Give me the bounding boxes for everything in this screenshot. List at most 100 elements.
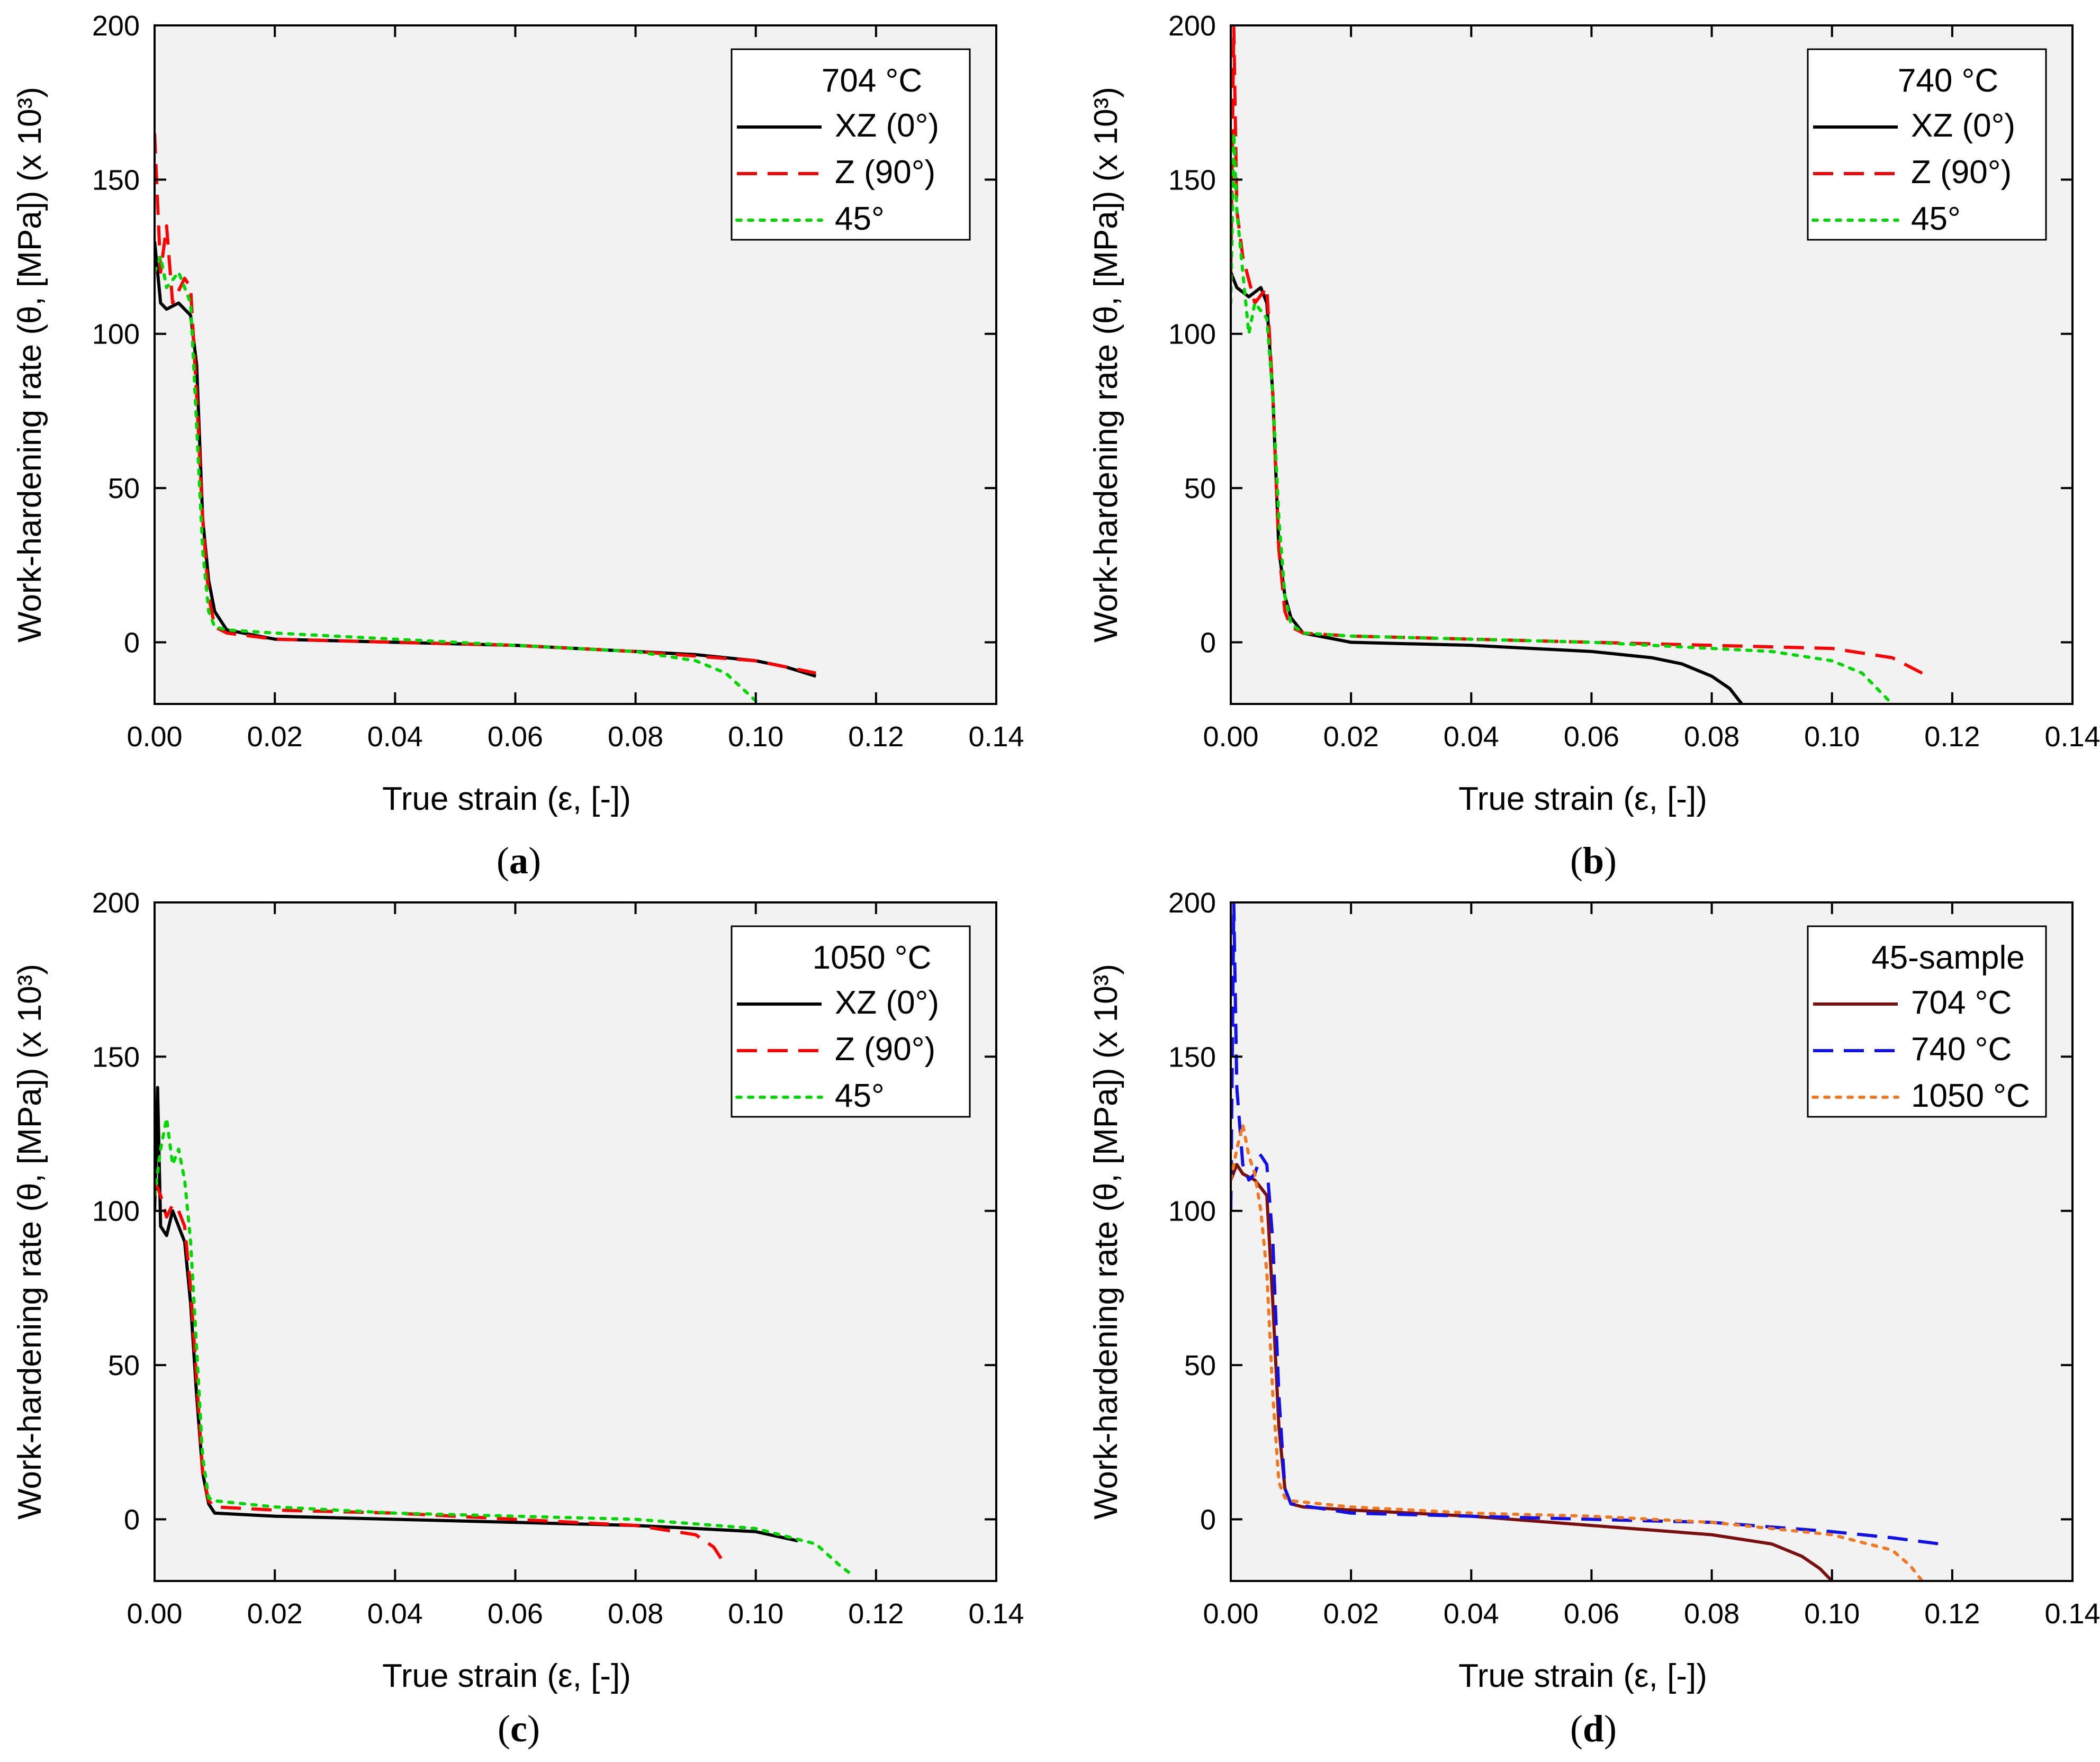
panel-label: (b) xyxy=(1570,839,1617,882)
x-tick-label: 0.14 xyxy=(968,1598,1024,1630)
x-tick-label: 0.02 xyxy=(247,721,303,753)
x-tick-label: 0.10 xyxy=(1804,721,1860,753)
x-tick-label: 0.00 xyxy=(1203,1598,1258,1630)
plot-frame xyxy=(1230,901,2074,1582)
x-tick-label: 0.14 xyxy=(2044,721,2100,753)
x-axis-label: True strain (ε, [-]) xyxy=(1458,781,1707,817)
x-tick-label: 0.06 xyxy=(1564,721,1619,753)
y-tick-label: 100 xyxy=(1168,319,1216,350)
legend-box xyxy=(1807,925,2047,1118)
y-tick-label: 100 xyxy=(1168,1196,1216,1227)
plot-frame xyxy=(154,24,997,705)
x-tick-label: 0.02 xyxy=(1323,721,1379,753)
x-tick-label: 0.10 xyxy=(728,721,783,753)
series-line-3 xyxy=(1231,1123,1924,1581)
legend: 1050 °C XZ (0°) Z (90°) 45° xyxy=(731,925,971,1118)
panel-label: (c) xyxy=(498,1707,540,1750)
legend-box xyxy=(731,925,971,1118)
y-axis-label: Work-hardening rate (θ, [MPa]) (x 10³) xyxy=(1088,964,1124,1520)
y-tick-label: 0 xyxy=(1200,1504,1216,1535)
x-tick-label: 0.04 xyxy=(367,1598,423,1630)
x-tick-label: 0.12 xyxy=(1924,1598,1980,1630)
y-tick-label: 0 xyxy=(124,1504,140,1535)
y-tick-label: 200 xyxy=(1168,887,1216,919)
plot-frame xyxy=(1230,24,2074,705)
legend-title: 740 °C xyxy=(1898,62,1998,99)
y-tick-label: 50 xyxy=(108,1350,140,1381)
legend-entry: 45° xyxy=(835,1078,885,1114)
y-tick-label: 50 xyxy=(108,473,140,504)
x-tick-label: 0.00 xyxy=(1203,721,1258,753)
panel-label: (a) xyxy=(497,839,541,882)
legend-entry: Z (90°) xyxy=(835,1031,935,1068)
legend-title: 45-sample xyxy=(1871,939,2024,976)
x-tick-label: 0.04 xyxy=(367,721,423,753)
legend-title: 704 °C xyxy=(822,62,922,99)
legend-entry: 704 °C xyxy=(1911,984,2012,1021)
series-line-1 xyxy=(155,241,817,678)
series-line-1 xyxy=(1231,1163,1833,1581)
y-tick-label: 150 xyxy=(1168,164,1216,196)
x-tick-label: 0.10 xyxy=(728,1598,783,1630)
y-axis-label: Work-hardening rate (θ, [MPa]) (x 10³) xyxy=(12,87,48,643)
x-tick-label: 0.12 xyxy=(848,721,904,753)
x-tick-label: 0.14 xyxy=(2044,1598,2100,1630)
y-tick-label: 150 xyxy=(1168,1041,1216,1073)
x-tick-label: 0.08 xyxy=(1684,1598,1740,1630)
y-tick-label: 200 xyxy=(1168,10,1216,42)
legend: 45-sample 704 °C 740 °C 1050 °C xyxy=(1807,925,2047,1118)
y-tick-label: 150 xyxy=(92,164,140,196)
series-line-2 xyxy=(1231,25,1929,678)
x-tick-label: 0.02 xyxy=(1323,1598,1379,1630)
legend-entry: XZ (0°) xyxy=(835,984,939,1021)
chart-panel-a: 0.00 0.02 0.04 0.06 0.08 0.10 0.12 0.14 0 50 100 15… xyxy=(12,10,1024,882)
x-tick-label: 0.08 xyxy=(608,721,663,753)
x-tick-label: 0.08 xyxy=(1684,721,1740,753)
y-tick-label: 150 xyxy=(92,1041,140,1073)
x-tick-label: 0.08 xyxy=(608,1598,663,1630)
y-tick-label: 0 xyxy=(1200,627,1216,658)
panel-label: (d) xyxy=(1570,1707,1617,1750)
x-tick-label: 0.00 xyxy=(127,721,182,753)
x-tick-label: 0.00 xyxy=(127,1598,182,1630)
chart-panel-b: 0.00 0.02 0.04 0.06 0.08 0.10 0.12 0.14 0 50 100 15… xyxy=(1088,10,2100,882)
x-tick-label: 0.02 xyxy=(247,1598,303,1630)
legend-entry: Z (90°) xyxy=(835,154,935,191)
legend: 740 °C XZ (0°) Z (90°) 45° xyxy=(1807,48,2047,241)
x-tick-label: 0.12 xyxy=(848,1598,904,1630)
series-line-3 xyxy=(155,255,758,703)
y-tick-label: 100 xyxy=(92,319,140,350)
x-tick-label: 0.04 xyxy=(1444,721,1499,753)
legend-entry: XZ (0°) xyxy=(1911,107,2015,144)
series-line-1 xyxy=(1231,272,1743,704)
x-tick-label: 0.10 xyxy=(1804,1598,1860,1630)
legend-box xyxy=(1807,48,2047,241)
x-tick-label: 0.06 xyxy=(488,721,543,753)
chart-panel-c: 0.00 0.02 0.04 0.06 0.08 0.10 0.12 0.14 0 50 100 15… xyxy=(12,887,1024,1750)
x-tick-label: 0.14 xyxy=(968,721,1024,753)
x-axis-label: True strain (ε, [-]) xyxy=(382,1658,631,1694)
series-line-3 xyxy=(155,1116,854,1577)
legend-title: 1050 °C xyxy=(813,939,932,976)
series-line-3 xyxy=(1231,132,1894,704)
y-tick-label: 200 xyxy=(92,887,140,919)
x-axis-label: True strain (ε, [-]) xyxy=(382,781,631,817)
y-tick-label: 200 xyxy=(92,10,140,42)
y-axis-label: Work-hardening rate (θ, [MPa]) (x 10³) xyxy=(1088,87,1124,643)
legend: 704 °C XZ (0°) Z (90°) 45° xyxy=(731,48,971,241)
y-axis-label: Work-hardening rate (θ, [MPa]) (x 10³) xyxy=(12,964,48,1520)
y-tick-label: 0 xyxy=(124,627,140,658)
legend-box xyxy=(731,48,971,241)
x-tick-label: 0.04 xyxy=(1444,1598,1499,1630)
chart-panel-d: 0.00 0.02 0.04 0.06 0.08 0.10 0.12 0.14 0 50 100 15… xyxy=(1088,887,2100,1750)
x-tick-label: 0.06 xyxy=(1564,1598,1619,1630)
legend-entry: 45° xyxy=(835,201,885,237)
x-tick-label: 0.12 xyxy=(1924,721,1980,753)
legend-entry: 1050 °C xyxy=(1911,1078,2030,1114)
x-axis-label: True strain (ε, [-]) xyxy=(1458,1658,1707,1694)
y-tick-label: 50 xyxy=(1184,473,1216,504)
legend-entry: XZ (0°) xyxy=(835,107,939,144)
legend-entry: 45° xyxy=(1911,201,1961,237)
legend-entry: Z (90°) xyxy=(1911,154,2012,191)
